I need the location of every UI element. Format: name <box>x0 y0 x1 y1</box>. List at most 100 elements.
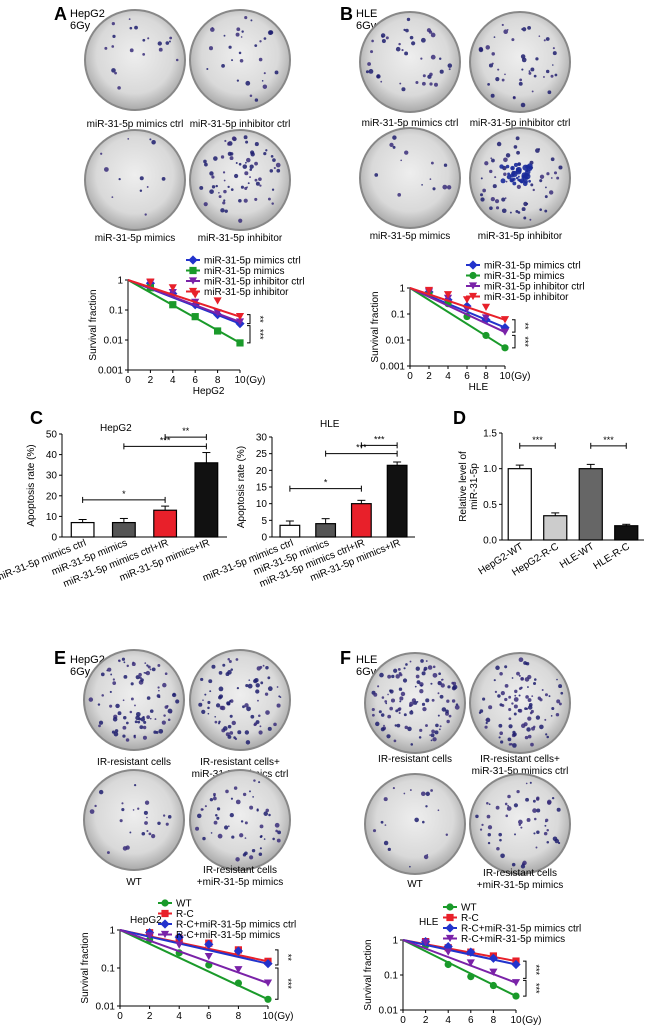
colony-dot <box>513 697 519 702</box>
colony-dot <box>229 731 234 735</box>
colony-dot <box>155 731 159 734</box>
colony-dot <box>198 702 203 707</box>
colony-dot <box>487 83 490 86</box>
legend-marker <box>468 292 478 301</box>
colony-dot <box>118 178 121 181</box>
colony-dot <box>233 736 236 739</box>
colony-dot <box>520 864 526 869</box>
y-tick-label: 20 <box>256 466 268 477</box>
colony-dot <box>245 140 249 144</box>
colony-dot <box>246 157 251 163</box>
colony-dot <box>529 781 532 784</box>
colony-dot <box>438 672 441 676</box>
colony-dot <box>227 724 232 729</box>
y-tick-label: 10 <box>46 512 58 523</box>
colony-dot <box>505 814 509 818</box>
data-point <box>169 301 177 309</box>
colony-dot <box>260 681 264 685</box>
colony-dot <box>380 80 383 83</box>
colony-dot <box>554 73 558 77</box>
colony-dot <box>425 791 430 797</box>
colony-dot <box>420 791 426 797</box>
colony-dot <box>271 202 274 205</box>
colony-dot <box>508 695 512 699</box>
panel-f-label-4b: +miR-31-5p mimics <box>477 880 563 891</box>
colony-dot <box>265 710 270 715</box>
data-point <box>204 952 213 961</box>
colony-dot <box>487 833 491 837</box>
colony-dot <box>98 720 104 725</box>
colony-dot <box>518 687 522 691</box>
panel-e-letter: E <box>54 648 66 668</box>
colony-dot <box>142 725 147 730</box>
colony-dot <box>234 173 239 179</box>
data-point <box>168 284 177 292</box>
colony-dot <box>201 709 206 714</box>
colony-dot <box>515 209 519 213</box>
colony-dot <box>514 833 516 836</box>
colony-dot <box>372 829 377 833</box>
colony-dot <box>380 713 385 717</box>
colony-dot <box>227 657 230 661</box>
colony-dot <box>504 197 507 199</box>
colony-dot <box>207 700 211 705</box>
colony-dot <box>158 689 160 692</box>
legend-marker <box>446 913 454 922</box>
colony-dot <box>497 68 500 71</box>
colony-dot <box>122 725 127 730</box>
colony-dot <box>101 694 104 697</box>
colony-dot <box>524 677 530 682</box>
bar <box>578 468 603 541</box>
data-point <box>488 953 498 963</box>
panel-f-letter: F <box>340 648 351 668</box>
panel-a-letter: A <box>54 4 67 24</box>
colony-dot <box>427 665 433 670</box>
significance-label: *** <box>520 336 530 347</box>
colony-dot <box>204 693 207 696</box>
bar <box>543 515 568 541</box>
colony-dot <box>516 150 520 155</box>
colony-dot <box>238 198 242 203</box>
legend-label: R-C+miR-31-5p mimics ctrl <box>176 920 296 931</box>
x-tick-label: 0 <box>400 1015 406 1026</box>
data-point <box>263 959 273 969</box>
colony-dot <box>242 164 248 169</box>
colony-dot <box>223 199 226 202</box>
panel-b-label-4: miR-31-5p inhibitor <box>478 231 563 242</box>
panel-e-cell: HepG2 <box>70 654 105 666</box>
chart-f-survival: 0.010.110 2 4 6 8 10 (Gy)Survival fractionWTR-… <box>363 903 581 1027</box>
colony-dot <box>485 718 489 722</box>
colony-dot <box>231 835 235 839</box>
colony-dot <box>532 808 537 813</box>
colony-dot <box>244 16 248 20</box>
colony-dot <box>533 74 537 78</box>
colony-dot <box>228 660 232 664</box>
colony-dot <box>229 813 234 818</box>
colony-dot <box>133 783 137 787</box>
colony-dot <box>488 803 491 806</box>
colony-dot <box>244 730 250 735</box>
colony-dot <box>97 703 101 706</box>
colony-dot <box>536 830 540 834</box>
significance-label: ** <box>255 316 265 324</box>
colony-dot <box>215 814 218 817</box>
panel-e-label-4b: +miR-31-5p mimics <box>197 877 283 888</box>
x-tick-label: 10 <box>234 375 246 386</box>
data-point <box>175 941 184 949</box>
bar <box>153 509 178 538</box>
colony-dot <box>224 825 229 830</box>
colony-dot <box>405 663 408 666</box>
colony-dot <box>558 684 563 689</box>
panel-b-letter: B <box>340 4 353 24</box>
colony-dot <box>214 715 217 718</box>
data-point <box>233 946 243 956</box>
colony-dot <box>479 828 483 831</box>
colony-dot <box>144 213 147 216</box>
legend-label: WT <box>176 899 192 910</box>
y-tick-label: 0.001 <box>380 362 405 373</box>
colony-dot <box>411 698 417 703</box>
colony-dot <box>208 46 214 51</box>
colony-dot <box>262 664 265 667</box>
colony-dot <box>204 805 207 808</box>
bar <box>614 525 639 541</box>
